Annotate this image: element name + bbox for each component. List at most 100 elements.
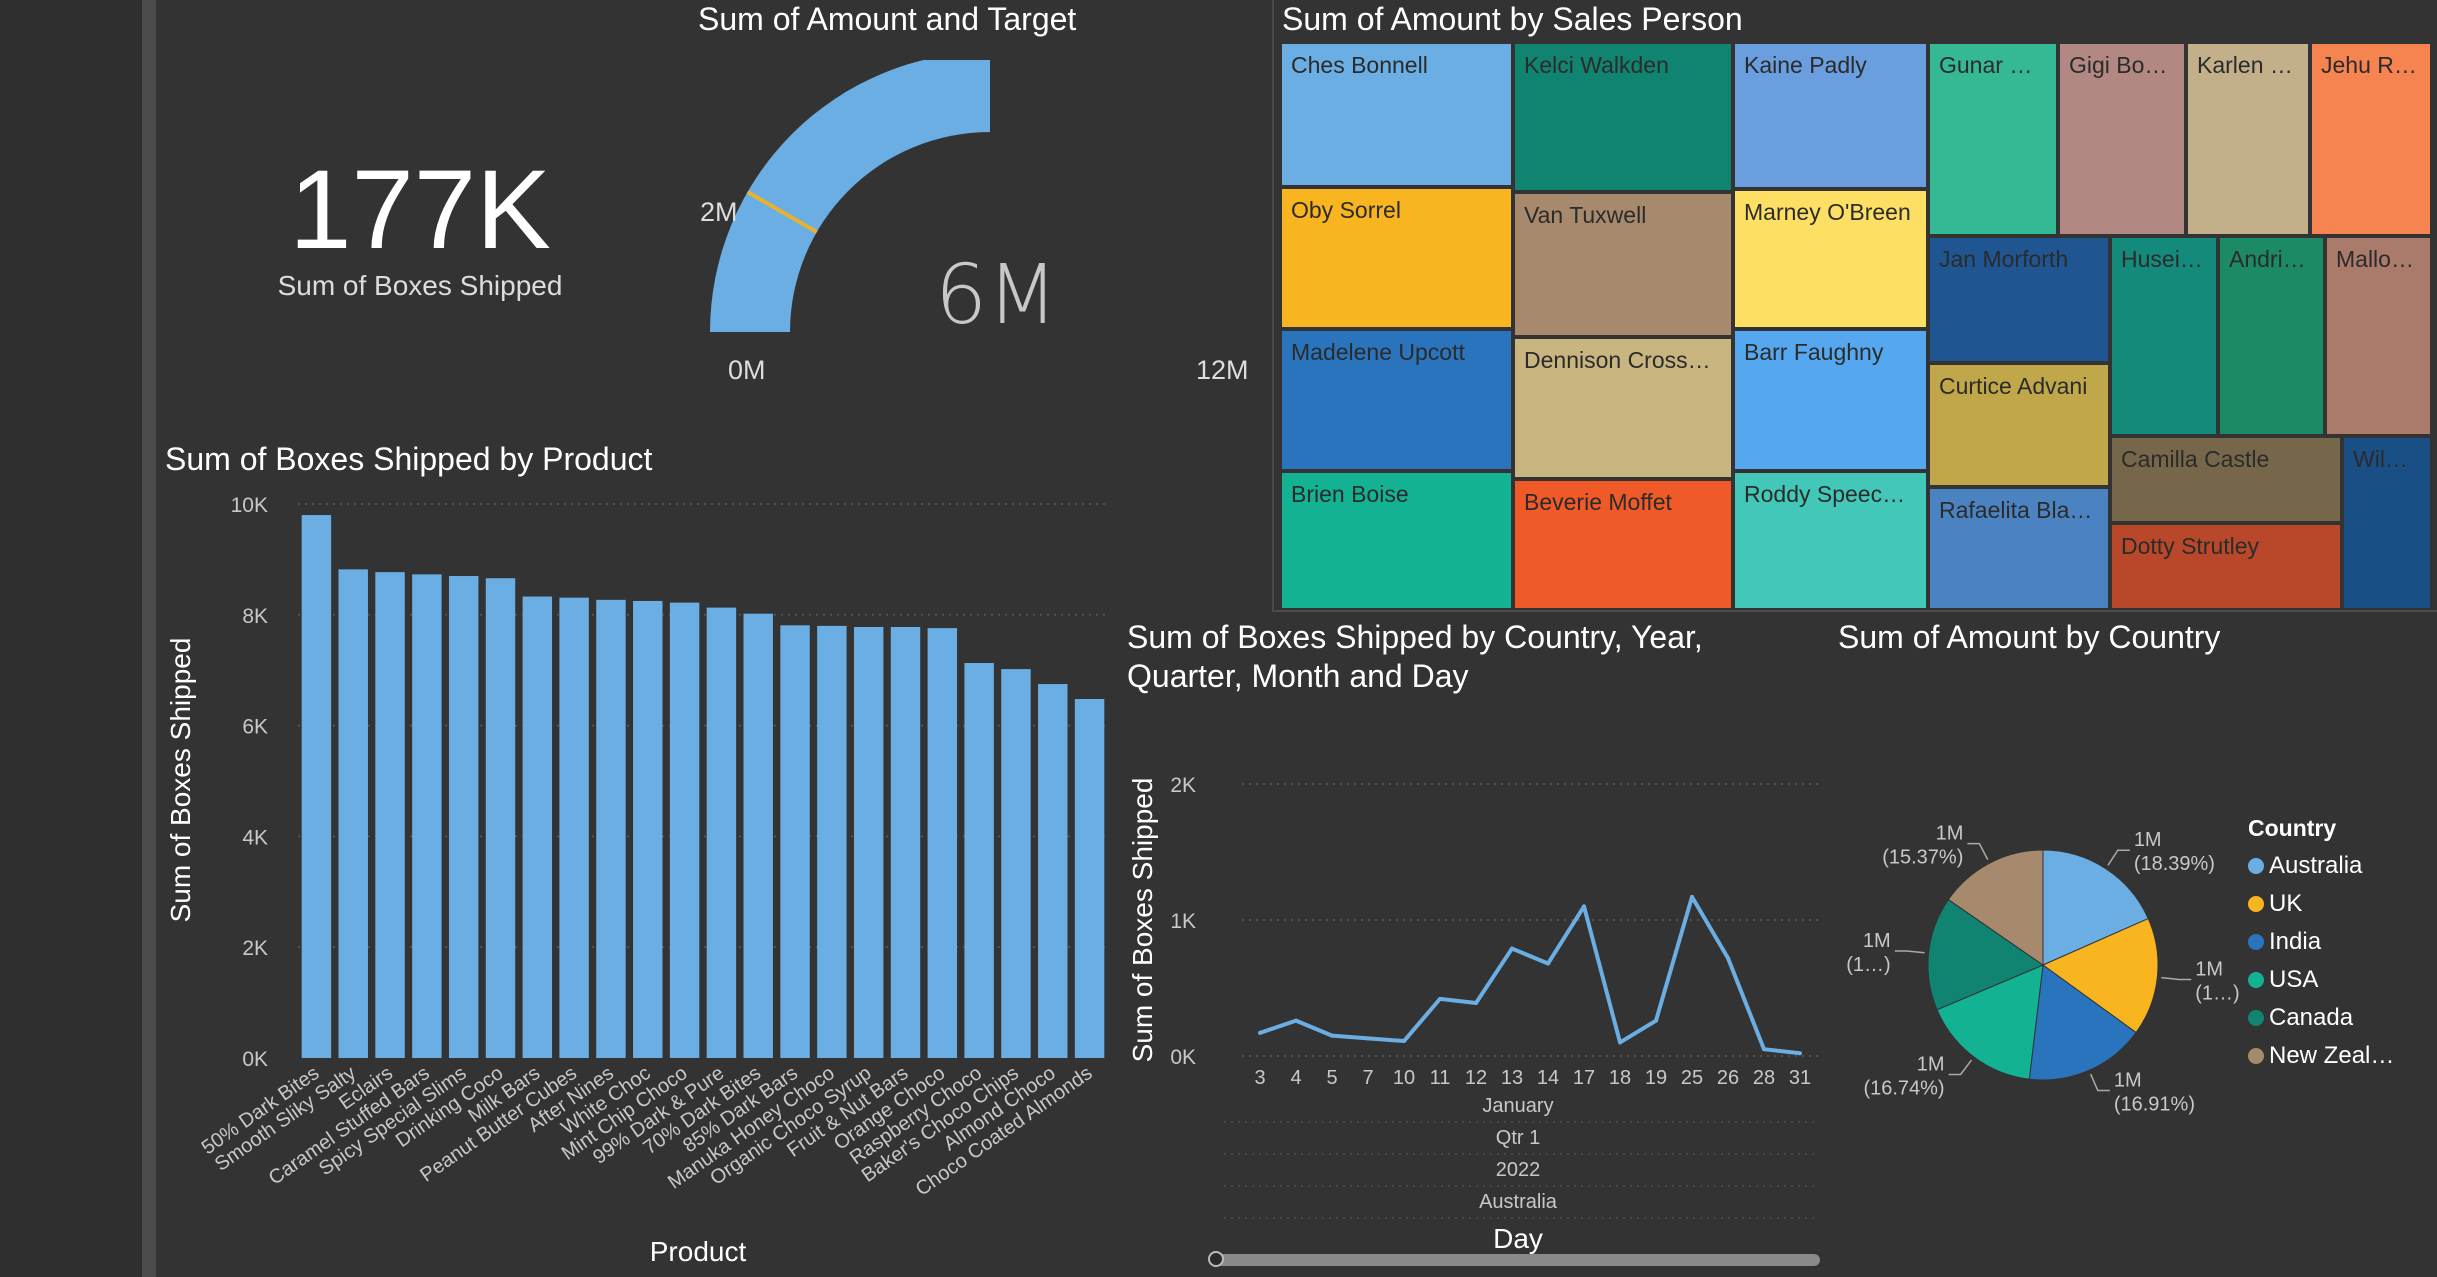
legend-item[interactable]: USA xyxy=(2248,966,2433,994)
treemap-tile[interactable]: Beverie Moffet xyxy=(1513,479,1733,610)
pie-chart[interactable]: 1M(18.39%)1M(1…)1M(16.91%)1M(16.74%)1M(1… xyxy=(1838,800,2258,1140)
bar[interactable] xyxy=(817,625,847,1058)
line-x-tick-label: 14 xyxy=(1537,1067,1559,1089)
line-series[interactable] xyxy=(1259,894,1801,1056)
bar[interactable] xyxy=(1074,699,1105,1058)
treemap-tile[interactable]: Roddy Speec… xyxy=(1733,471,1928,610)
treemap-tile-label: Brien Boise xyxy=(1291,481,1409,507)
pie-slice[interactable] xyxy=(1936,964,2044,1080)
pie-slice[interactable] xyxy=(1947,849,2044,966)
pie-percent-label: (16.91%) xyxy=(2114,1094,2195,1116)
legend-item[interactable]: UK xyxy=(2248,890,2433,918)
line-x-tick-label: 12 xyxy=(1465,1067,1487,1089)
pie-leader-line xyxy=(2107,849,2130,866)
treemap-tile[interactable]: Oby Sorrel xyxy=(1280,187,1513,329)
pie-leader-line xyxy=(2161,976,2192,981)
line-point[interactable] xyxy=(1402,1039,1406,1044)
line-point[interactable] xyxy=(1438,996,1442,1001)
treemap-tile[interactable]: Husei… xyxy=(2110,236,2218,436)
treemap-tile-label: Wil… xyxy=(2353,446,2408,472)
line-point[interactable] xyxy=(1762,1047,1766,1052)
bar[interactable] xyxy=(559,597,589,1058)
treemap-tile[interactable]: Wil… xyxy=(2342,436,2432,610)
pie-legend: Country Australia UK India USA Canada New Zea… xyxy=(2248,815,2433,1070)
line-point[interactable] xyxy=(1474,1000,1478,1005)
gauge-chart[interactable] xyxy=(700,60,1260,400)
treemap-tile[interactable]: Van Tuxwell xyxy=(1513,192,1733,337)
treemap-tile[interactable]: Gunar … xyxy=(1928,42,2058,236)
line-point[interactable] xyxy=(1546,961,1550,966)
treemap-tile[interactable]: Rafaelita Bla… xyxy=(1928,487,2110,610)
treemap[interactable]: Ches Bonnell Oby Sorrel Madelene Upcott Bri… xyxy=(1280,42,2432,610)
line-point[interactable] xyxy=(1366,1036,1370,1041)
pie-slice[interactable] xyxy=(1927,898,2045,1011)
treemap-tile[interactable]: Kelci Walkden xyxy=(1513,42,1733,192)
bar[interactable] xyxy=(448,576,479,1058)
pie-value-label: 1M xyxy=(1917,1053,1945,1075)
line-point[interactable] xyxy=(1582,904,1586,909)
treemap-tile[interactable]: Dennison Cross… xyxy=(1513,337,1733,479)
treemap-tile-label: Roddy Speec… xyxy=(1744,481,1906,507)
bar[interactable] xyxy=(669,602,700,1058)
treemap-tile[interactable]: Ches Bonnell xyxy=(1280,42,1513,187)
legend-item[interactable]: Canada xyxy=(2248,1004,2433,1032)
pie-slice[interactable] xyxy=(2028,964,2137,1081)
line-point[interactable] xyxy=(1294,1018,1298,1023)
bar[interactable] xyxy=(927,628,958,1058)
bar[interactable] xyxy=(964,662,994,1058)
line-point[interactable] xyxy=(1690,894,1694,899)
treemap-tile[interactable]: Camilla Castle xyxy=(2110,436,2342,523)
bar[interactable] xyxy=(375,572,405,1058)
bar[interactable] xyxy=(1001,669,1031,1058)
treemap-tile[interactable]: Karlen … xyxy=(2186,42,2310,236)
line-point[interactable] xyxy=(1510,946,1514,951)
legend-item[interactable]: New Zeal… xyxy=(2248,1042,2433,1070)
bar[interactable] xyxy=(596,599,626,1058)
treemap-tile[interactable]: Marney O'Breen xyxy=(1733,189,1928,329)
treemap-tile[interactable]: Gigi Bo… xyxy=(2058,42,2186,236)
bar[interactable] xyxy=(485,578,516,1058)
card-label: Sum of Boxes Shipped xyxy=(277,270,563,301)
line-point[interactable] xyxy=(1330,1033,1334,1038)
treemap-tile[interactable]: Andri… xyxy=(2218,236,2325,436)
bar[interactable] xyxy=(780,625,810,1058)
legend-item[interactable]: India xyxy=(2248,928,2433,956)
treemap-tile-label: Mallo… xyxy=(2336,246,2414,272)
bar[interactable] xyxy=(338,569,368,1058)
bar[interactable] xyxy=(706,607,737,1058)
bar[interactable] xyxy=(1038,684,1068,1058)
bar[interactable] xyxy=(853,626,884,1058)
treemap-tile[interactable]: Brien Boise xyxy=(1280,471,1513,610)
bar[interactable] xyxy=(412,574,442,1058)
bar[interactable] xyxy=(890,626,921,1058)
line-chart[interactable]: 0K 1K 2K 3 4 5 7 10 11 12 13 14 17 18 19 25 26 28 31 Januar… xyxy=(1118,700,1834,1277)
treemap-tile[interactable]: Kaine Padly xyxy=(1733,42,1928,189)
line-chart-scroll-handle[interactable] xyxy=(1208,1251,1224,1267)
treemap-tile[interactable]: Curtice Advani xyxy=(1928,363,2110,487)
line-y-tick-label: 1K xyxy=(1170,910,1196,933)
bar[interactable] xyxy=(522,596,553,1058)
bar[interactable] xyxy=(301,515,332,1058)
line-chart-scrollbar[interactable] xyxy=(1214,1254,1820,1266)
gauge-fill-arc[interactable] xyxy=(710,60,990,332)
treemap-tile[interactable]: Jehu R… xyxy=(2310,42,2432,236)
line-x-hierarchy-label: January xyxy=(1482,1095,1553,1117)
gauge-max-label: 12M xyxy=(1196,355,1249,385)
treemap-tile[interactable]: Barr Faughny xyxy=(1733,329,1928,471)
line-point[interactable] xyxy=(1726,956,1730,961)
treemap-tile[interactable]: Mallo… xyxy=(2325,236,2432,436)
treemap-tile[interactable]: Madelene Upcott xyxy=(1280,329,1513,471)
bar[interactable] xyxy=(743,613,773,1058)
treemap-tile[interactable]: Jan Morforth xyxy=(1928,236,2110,363)
line-point[interactable] xyxy=(1258,1030,1262,1035)
line-point[interactable] xyxy=(1798,1051,1802,1056)
legend-item[interactable]: Australia xyxy=(2248,852,2433,880)
treemap-tile-label: Oby Sorrel xyxy=(1291,197,1401,223)
pie-slice[interactable] xyxy=(2042,849,2149,966)
line-point[interactable] xyxy=(1654,1018,1658,1023)
bar[interactable] xyxy=(633,600,663,1058)
line-point[interactable] xyxy=(1618,1040,1622,1045)
pie-slice[interactable] xyxy=(2042,917,2159,1034)
treemap-tile[interactable]: Dotty Strutley xyxy=(2110,523,2342,610)
